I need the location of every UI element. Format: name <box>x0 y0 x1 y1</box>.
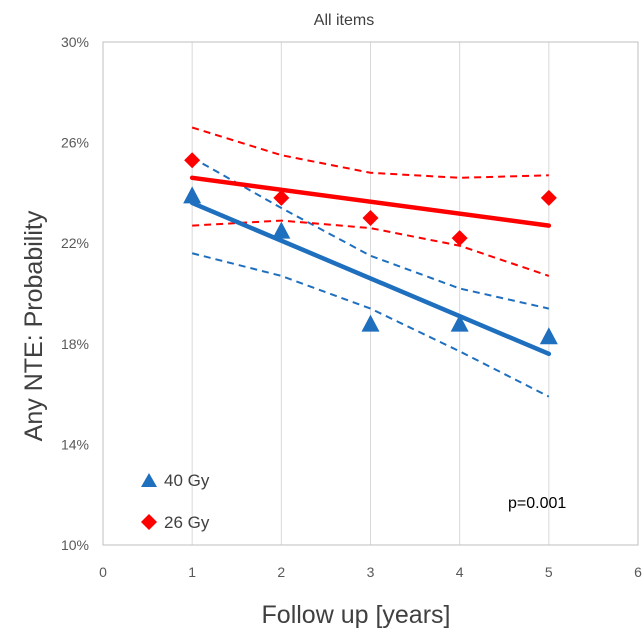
x-tick-label: 1 <box>188 564 196 580</box>
tick-labels: 0 1 2 3 4 5 6 10% 14% 18% 22% 26% 30% <box>61 34 642 580</box>
ci-upper-40gy <box>191 156 550 310</box>
fit-line-26gy <box>189 175 552 228</box>
y-axis-title: Any NTE: Probability <box>20 210 48 441</box>
data-point-40gy-year-1 <box>183 186 202 204</box>
data-point-26gy-year-2 <box>273 189 290 206</box>
fit-line-40gy <box>189 200 552 357</box>
x-tick-label: 4 <box>456 564 464 580</box>
data-point-40gy-year-5 <box>539 327 558 345</box>
data-point-26gy-year-4 <box>451 230 468 247</box>
chart-title: All items <box>314 12 374 29</box>
x-tick-label: 3 <box>367 564 375 580</box>
y-tick-label: 14% <box>61 436 89 452</box>
legend: 40 Gy 26 Gy <box>141 471 210 532</box>
legend-label-26gy: 26 Gy <box>164 513 210 532</box>
data-point-40gy-year-3 <box>361 314 380 332</box>
plot-frame <box>102 41 639 546</box>
y-tick-label: 30% <box>61 34 89 50</box>
p-value-annotation: p=0.001 <box>508 495 566 512</box>
y-tick-label: 10% <box>61 537 89 553</box>
legend-marker-40gy <box>141 473 157 487</box>
x-axis-title: Follow up [years] <box>262 601 451 629</box>
grid-layer <box>102 41 639 546</box>
data-point-26gy-year-1 <box>184 152 201 169</box>
legend-label-40gy: 40 Gy <box>164 471 210 490</box>
y-tick-label: 26% <box>61 135 89 151</box>
y-tick-label: 22% <box>61 235 89 251</box>
data-point-26gy-year-3 <box>362 210 379 227</box>
x-tick-label: 5 <box>545 564 553 580</box>
fit-lines <box>189 175 552 357</box>
x-tick-label: 2 <box>277 564 285 580</box>
ci-lower-40gy <box>191 252 550 398</box>
data-point-40gy-year-4 <box>450 314 469 332</box>
y-tick-label: 18% <box>61 336 89 352</box>
legend-marker-26gy <box>141 514 157 530</box>
x-tick-label: 0 <box>99 564 107 580</box>
x-tick-label: 6 <box>634 564 642 580</box>
data-markers <box>183 152 558 345</box>
ci-lower-26gy <box>192 219 550 277</box>
data-point-40gy-year-2 <box>272 221 291 239</box>
confidence-bands <box>191 126 550 398</box>
data-point-26gy-year-5 <box>540 189 557 206</box>
ci-upper-26gy <box>191 126 549 179</box>
